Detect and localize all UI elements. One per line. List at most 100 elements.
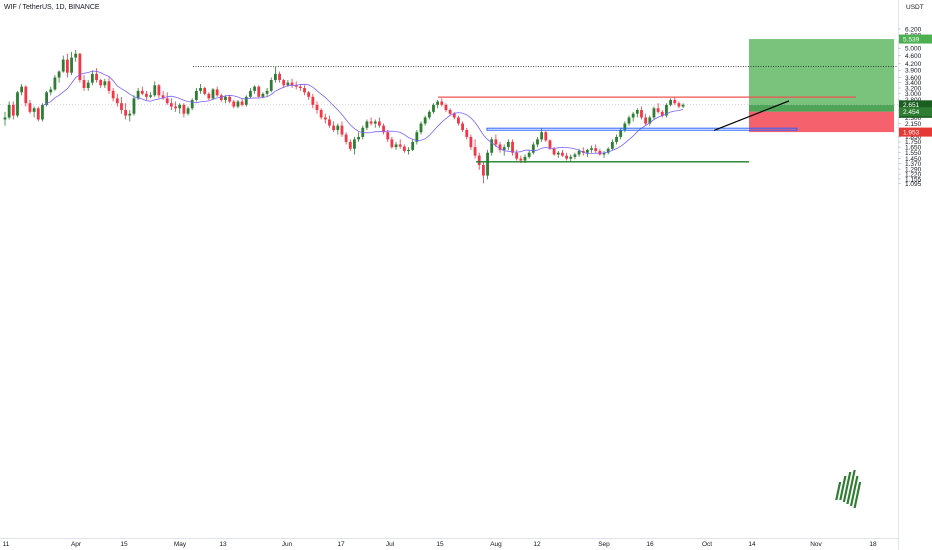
candle-body xyxy=(298,86,302,89)
y-tick-label: 1.750 xyxy=(905,139,922,146)
y-tick-label: 1.370 xyxy=(905,161,922,168)
candle-body xyxy=(224,96,227,100)
x-tick-label: 16 xyxy=(646,541,654,548)
candle-body xyxy=(111,90,115,99)
candle-body xyxy=(344,134,348,142)
candle-body xyxy=(82,80,86,89)
candle-body xyxy=(165,98,169,104)
candle-series xyxy=(3,50,685,184)
candle-body xyxy=(627,117,631,124)
y-tick-label: 2.150 xyxy=(905,121,922,128)
candle-body xyxy=(70,57,73,73)
candle-body xyxy=(36,108,40,120)
candle-body xyxy=(610,141,614,149)
candle-body xyxy=(677,103,681,107)
y-tick-label: 1.155 xyxy=(905,176,922,183)
x-axis: 11 Apr 15 May 13 Jun 17 Jul 15 Aug 12 Sep 16 Oct 14 Nov… xyxy=(3,541,877,548)
candle-body xyxy=(394,144,398,148)
candle-body xyxy=(132,98,136,114)
candle-body xyxy=(540,132,544,140)
candle-body xyxy=(211,89,215,99)
candle-body xyxy=(336,125,340,130)
candle-body xyxy=(673,99,677,104)
candle-body xyxy=(124,110,128,116)
candle-body xyxy=(7,104,11,118)
candle-body xyxy=(28,103,32,112)
price-tag-box xyxy=(899,107,932,117)
candle-body xyxy=(390,139,394,148)
candle-body xyxy=(145,93,148,97)
candle-body xyxy=(286,82,290,86)
x-tick-label: May xyxy=(174,541,187,548)
y-tick-label: 3.600 xyxy=(905,75,922,82)
candle-body xyxy=(444,104,448,111)
candle-body xyxy=(315,104,319,111)
candle-body xyxy=(577,151,581,155)
candle-body xyxy=(569,156,573,159)
candle-body xyxy=(228,96,232,102)
candle-body xyxy=(90,73,94,83)
candle-body xyxy=(373,121,377,124)
y-tick-label: 4.200 xyxy=(905,61,922,68)
candle-body xyxy=(665,104,668,116)
symbol-title: WIF / TetherUS, 1D, BINANCE xyxy=(4,4,100,11)
candle-body xyxy=(565,155,568,159)
loss-zone xyxy=(749,111,894,133)
x-tick-label: 11 xyxy=(3,541,10,548)
candle-body xyxy=(203,88,207,94)
candle-body xyxy=(506,141,510,148)
price-tag-box xyxy=(899,34,932,44)
candle-body xyxy=(378,121,381,126)
y-tick-label: 1.290 xyxy=(905,166,922,173)
candle-body xyxy=(194,90,198,100)
candle-body xyxy=(461,123,464,130)
candle-body xyxy=(586,149,589,153)
candle-body xyxy=(303,88,306,93)
candle-body xyxy=(257,86,261,97)
candle-body xyxy=(107,81,111,91)
y-tick-label: 1.095 xyxy=(905,181,922,188)
candle-body xyxy=(660,111,664,116)
price-tag-box xyxy=(899,100,932,110)
y-tick-label: 3.900 xyxy=(905,68,922,75)
open-profit-zone xyxy=(749,104,894,112)
x-tick-label: 15 xyxy=(120,541,128,548)
candle-body xyxy=(353,139,356,149)
drawing-layer xyxy=(193,65,898,163)
candle-body xyxy=(552,148,556,155)
candle-body xyxy=(232,101,236,107)
candle-body xyxy=(465,129,469,137)
candle-body xyxy=(307,92,311,97)
candle-body xyxy=(261,93,265,97)
candle-body xyxy=(66,59,69,73)
candle-body xyxy=(515,152,519,159)
candle-body xyxy=(348,141,352,149)
candle-body xyxy=(24,86,28,104)
candle-body xyxy=(573,154,577,157)
candle-body xyxy=(440,101,444,105)
candle-body xyxy=(502,147,506,150)
candle-body xyxy=(170,103,173,107)
candle-body xyxy=(498,144,502,150)
candle-body xyxy=(332,125,336,130)
x-tick-label: Oct xyxy=(702,541,712,548)
candle-body xyxy=(99,80,103,86)
support-zone-box xyxy=(486,127,798,131)
candle-body xyxy=(11,104,15,116)
candle-body xyxy=(581,151,585,153)
candle-body xyxy=(20,86,24,93)
candle-body xyxy=(103,81,107,86)
candle-body xyxy=(531,144,535,153)
candle-body xyxy=(432,104,435,112)
y-tick-label: 6.200 xyxy=(905,26,922,33)
y-tick-label: 1.850 xyxy=(905,134,922,141)
candle-body xyxy=(382,125,385,133)
candle-body xyxy=(452,113,456,118)
candle-body xyxy=(386,132,390,140)
x-tick-label: 12 xyxy=(533,541,541,548)
candle-body xyxy=(402,146,406,152)
candle-body xyxy=(136,90,140,99)
candle-body xyxy=(61,59,65,72)
